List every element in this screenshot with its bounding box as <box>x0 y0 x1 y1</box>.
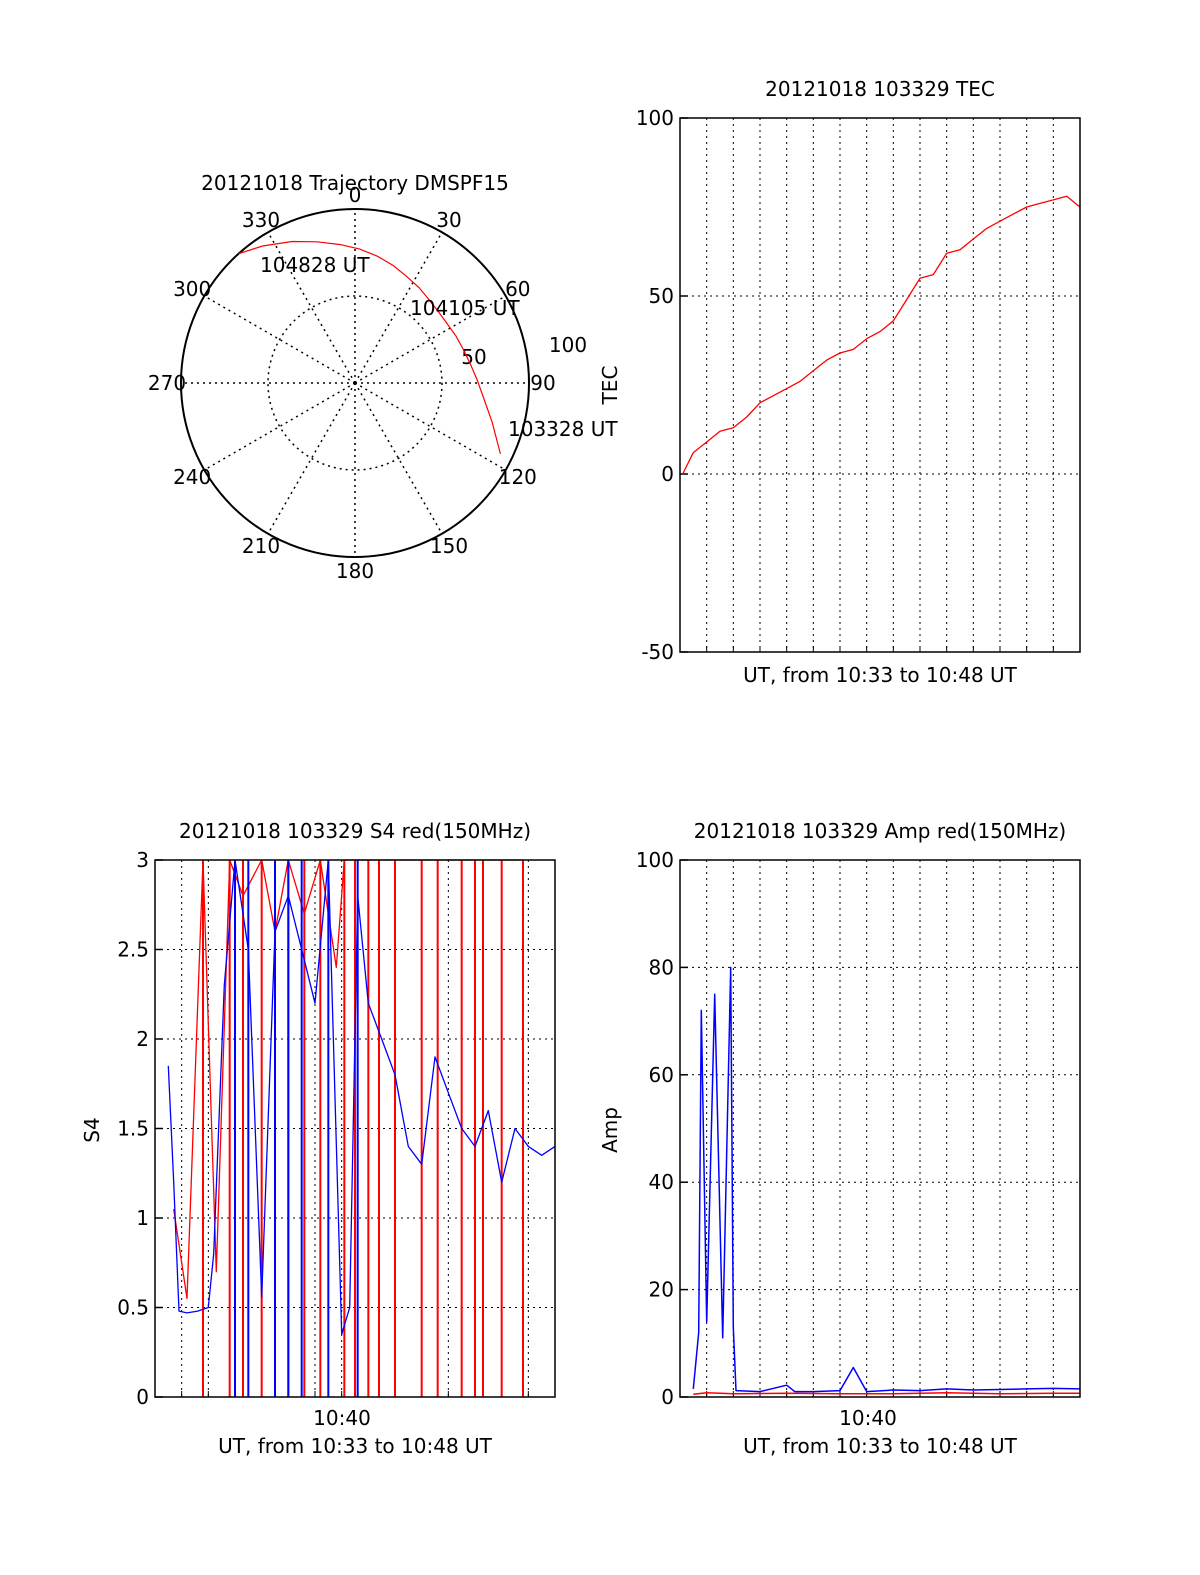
polar-spoke <box>354 295 507 384</box>
polar-azimuth-label: 210 <box>242 534 280 558</box>
amp-title: 20121018 103329 Amp red(150MHz) <box>694 819 1066 843</box>
trajectory-line <box>238 240 501 455</box>
y-tick-label: 0 <box>661 1385 674 1409</box>
y-tick-label: 60 <box>649 1063 674 1087</box>
s4-title: 20121018 103329 S4 red(150MHz) <box>179 819 531 843</box>
y-tick-label: 100 <box>636 106 674 130</box>
polar-radial-label: 100 <box>549 333 587 357</box>
tec-ylabel: TEC <box>598 366 622 406</box>
polar-radial-label: 50 <box>461 345 486 369</box>
tec-xlabel: UT, from 10:33 to 10:48 UT <box>743 663 1018 687</box>
amp-plot: 0 20 40 60 80 100 <box>636 848 1081 1409</box>
y-tick-label: 0.5 <box>117 1296 149 1320</box>
y-tick-label: 3 <box>136 848 149 872</box>
polar-spoke <box>354 231 443 384</box>
polar-azimuth-label: 240 <box>173 465 211 489</box>
polar-trajectory-panel: 20121018 Trajectory DMSPF15 0 30 60 90 120 15… <box>148 171 618 583</box>
s4-xlabel: UT, from 10:33 to 10:48 UT <box>218 1434 493 1458</box>
y-tick-label: 100 <box>636 848 674 872</box>
polar-azimuth-label: 0 <box>349 183 362 207</box>
s4-ylabel: S4 <box>80 1117 104 1142</box>
series-line <box>692 966 1081 1393</box>
y-tick-label: 50 <box>649 284 674 308</box>
polar-inner-ring <box>267 295 443 471</box>
y-tick-label: 1.5 <box>117 1117 149 1141</box>
polar-labels: 0 30 60 90 120 150 180 210 240 270 300 330 50 100 <box>148 183 587 583</box>
y-tick-label: 2 <box>136 1027 149 1051</box>
y-tick-label: 2.5 <box>117 938 149 962</box>
amp-xtick: 10:40 <box>839 1406 897 1430</box>
amp-panel: 20121018 103329 Amp red(150MHz) 0 20 40 60 8… <box>598 819 1081 1458</box>
polar-grid <box>180 208 530 558</box>
polar-spoke <box>203 382 356 471</box>
polar-azimuth-label: 300 <box>173 277 211 301</box>
y-tick-label: 0 <box>661 462 674 486</box>
tec-plot: -50 0 50 100 <box>636 106 1081 664</box>
polar-azimuth-label: 150 <box>430 534 468 558</box>
polar-spoke <box>354 382 443 535</box>
s4-xtick: 10:40 <box>313 1406 371 1430</box>
trajectory-label-start: 103328 UT <box>508 417 618 441</box>
y-tick-label: -50 <box>641 640 674 664</box>
amp-ylabel: Amp <box>598 1107 622 1153</box>
polar-title: 20121018 Trajectory DMSPF15 <box>201 171 509 195</box>
polar-spoke <box>267 231 356 384</box>
plot-frame <box>679 117 1081 653</box>
series-line <box>167 859 556 1335</box>
y-tick-label: 40 <box>649 1170 674 1194</box>
s4-plot: 0 0.5 1 1.5 2 2.5 3 <box>117 848 556 1409</box>
polar-azimuth-label: 60 <box>505 277 530 301</box>
y-tick-label: 1 <box>136 1206 149 1230</box>
polar-azimuth-label: 90 <box>530 371 555 395</box>
y-tick-label: 20 <box>649 1278 674 1302</box>
tec-title: 20121018 103329 TEC <box>765 77 995 101</box>
polar-spoke <box>267 382 356 535</box>
plot-frame <box>679 859 1081 1398</box>
polar-azimuth-label: 120 <box>499 465 537 489</box>
amp-xlabel: UT, from 10:33 to 10:48 UT <box>743 1434 1018 1458</box>
trajectory-label-mid: 104105 UT <box>410 296 520 320</box>
polar-azimuth-label: 30 <box>436 208 461 232</box>
tec-panel: 20121018 103329 TEC -50 0 50 100 UT, from 1… <box>598 77 1081 687</box>
polar-azimuth-label: 330 <box>242 208 280 232</box>
polar-azimuth-label: 270 <box>148 371 186 395</box>
polar-outer-ring <box>180 208 530 558</box>
polar-azimuth-label: 180 <box>336 559 374 583</box>
trajectory-label-end: 104828 UT <box>260 253 370 277</box>
s4-panel: 20121018 103329 S4 red(150MHz) 0 0.5 1 1.5 2… <box>80 819 556 1458</box>
series-line <box>682 195 1081 475</box>
polar-spoke <box>203 295 356 384</box>
plot-frame <box>154 859 556 1398</box>
y-tick-label: 0 <box>136 1385 149 1409</box>
polar-spoke <box>354 382 507 471</box>
series-line <box>693 1391 1080 1396</box>
series-line <box>173 859 523 1300</box>
y-tick-label: 80 <box>649 955 674 979</box>
polar-trajectory <box>238 240 501 455</box>
